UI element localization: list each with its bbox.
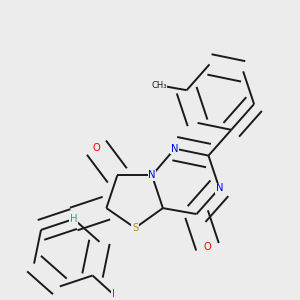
Text: N: N xyxy=(216,183,223,193)
Text: O: O xyxy=(93,143,101,153)
Text: N: N xyxy=(171,144,178,154)
Text: CH₃: CH₃ xyxy=(151,81,167,90)
Text: O: O xyxy=(204,242,212,252)
Text: S: S xyxy=(132,223,138,233)
Text: N: N xyxy=(148,170,156,180)
Text: I: I xyxy=(112,289,115,299)
Text: H: H xyxy=(70,214,77,224)
